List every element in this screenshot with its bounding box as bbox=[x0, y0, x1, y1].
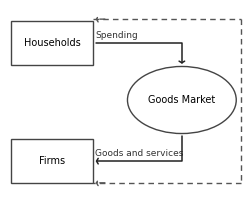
FancyBboxPatch shape bbox=[11, 139, 93, 183]
Text: Households: Households bbox=[24, 38, 80, 48]
Text: Spending: Spending bbox=[95, 31, 138, 40]
Ellipse shape bbox=[128, 66, 236, 134]
FancyBboxPatch shape bbox=[11, 21, 93, 64]
Text: Goods and services: Goods and services bbox=[95, 149, 184, 158]
Text: Goods Market: Goods Market bbox=[148, 95, 216, 105]
Text: Firms: Firms bbox=[39, 156, 65, 166]
